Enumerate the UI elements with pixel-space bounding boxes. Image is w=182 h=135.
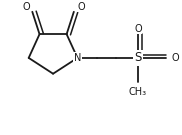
Text: O: O — [22, 1, 30, 11]
Text: S: S — [134, 51, 142, 64]
Text: O: O — [134, 24, 142, 34]
Text: O: O — [171, 53, 179, 63]
Text: O: O — [77, 1, 85, 11]
Text: N: N — [74, 53, 81, 63]
Text: CH₃: CH₃ — [129, 87, 147, 97]
